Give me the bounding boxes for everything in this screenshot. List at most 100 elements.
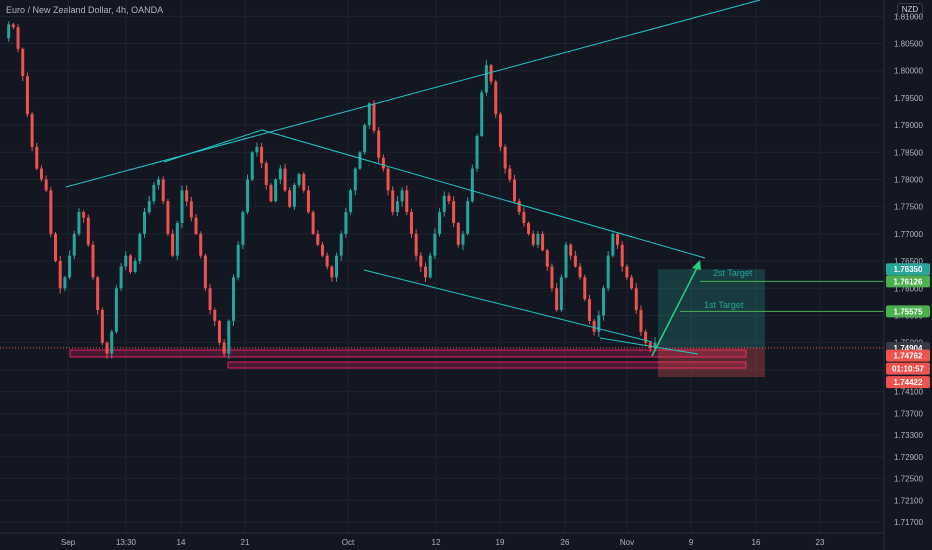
trend-lines	[0, 0, 884, 357]
candle-body	[601, 288, 605, 316]
candle-body	[498, 114, 502, 147]
y-tick-label: 1.78000	[894, 175, 923, 184]
trend-line	[363, 269, 653, 343]
candle-body	[330, 266, 334, 278]
candle-body	[325, 255, 329, 267]
candle-body	[105, 342, 109, 354]
candle-body	[297, 174, 301, 185]
candle-body	[367, 103, 371, 126]
time-axis: Sep 13:30 14 21 Oct 12 19 26 Nov 9 16 23	[0, 532, 884, 547]
candle-body	[250, 152, 254, 180]
candle-body	[550, 266, 554, 289]
candle-body	[306, 190, 310, 213]
x-tick-label: 9	[689, 538, 694, 547]
candle-body	[508, 168, 512, 180]
candle-body	[494, 81, 498, 115]
candle-body	[414, 233, 418, 256]
candle-body	[16, 27, 20, 49]
badge-first-target: 1.75575	[894, 307, 923, 316]
candle-body	[527, 222, 531, 234]
candle-body	[157, 179, 161, 185]
candle-body	[39, 168, 43, 180]
y-tick-label: 1.74100	[894, 388, 923, 397]
candle-body	[405, 190, 409, 213]
candle-body	[21, 48, 25, 77]
trend-line	[163, 129, 263, 163]
candle-body	[128, 255, 132, 272]
candle-body	[559, 277, 563, 311]
y-tick-label: 1.76000	[894, 284, 923, 293]
candle-body	[531, 233, 535, 245]
candle-body	[611, 233, 615, 256]
candle-body	[555, 288, 559, 311]
candle-body	[241, 212, 245, 245]
candle-body	[480, 92, 484, 136]
candle-body	[395, 201, 399, 213]
chart-title: Euro / New Zealand Dollar, 4h, OANDA	[6, 5, 164, 15]
candle-body	[311, 212, 315, 234]
x-tick-label: 14	[177, 538, 186, 547]
candle-body	[143, 212, 147, 234]
y-tick-label: 1.76500	[894, 257, 923, 266]
candle-body	[400, 190, 404, 202]
candle-body	[147, 201, 151, 213]
candle-body	[30, 114, 34, 147]
candle-body	[217, 320, 221, 343]
candle-body	[288, 190, 292, 207]
candle-body	[194, 217, 198, 234]
candle-body	[58, 261, 62, 289]
candle-body	[442, 195, 446, 213]
candle-body	[335, 255, 339, 278]
y-tick-label: 1.79500	[894, 94, 923, 103]
candle-body	[409, 212, 413, 234]
stop-zone	[658, 347, 765, 378]
candle-body	[424, 266, 428, 278]
candle-body	[63, 277, 67, 289]
candle-body	[152, 184, 156, 202]
candle-body	[606, 255, 610, 289]
candle-body	[377, 130, 381, 158]
candle-body	[489, 65, 493, 82]
candle-body	[349, 190, 353, 213]
candle-body	[484, 65, 488, 93]
y-tick-label: 1.80500	[894, 40, 923, 49]
annotation-target1: 1st Target	[704, 300, 744, 310]
candle-body	[597, 315, 601, 332]
candle-body	[180, 190, 184, 223]
candle-body	[381, 157, 385, 169]
candle-body	[541, 233, 545, 251]
candle-body	[358, 152, 362, 169]
x-tick-label: 12	[432, 538, 441, 547]
candle-body	[592, 320, 596, 332]
candle-body	[133, 261, 137, 272]
support-zone-upper	[69, 349, 747, 358]
candle-body	[203, 255, 207, 289]
candle-body	[231, 277, 235, 321]
currency-button[interactable]: NZD	[897, 3, 923, 17]
x-tick-label: 26	[561, 538, 570, 547]
candle-body	[433, 233, 437, 256]
candle-body	[44, 179, 48, 191]
x-tick-label: 13:30	[116, 538, 137, 547]
candle-body	[278, 168, 282, 180]
candle-body	[339, 233, 343, 256]
badge-entry: 1.74762	[894, 352, 923, 361]
candle-body	[138, 233, 142, 262]
candle-body	[246, 179, 250, 213]
candle-body	[161, 179, 165, 202]
candle-body	[625, 266, 629, 278]
candle-body	[49, 190, 53, 234]
candle-body	[545, 250, 549, 267]
x-tick-label: Nov	[620, 538, 634, 547]
candle-body	[466, 201, 470, 234]
y-tick-label: 1.73700	[894, 409, 923, 418]
candle-body	[653, 342, 657, 349]
candle-body	[344, 212, 348, 234]
trend-line	[65, 0, 761, 188]
candle-body	[512, 179, 516, 202]
badge-second-target-bg	[886, 263, 930, 276]
candle-body	[648, 342, 652, 349]
candle-body	[185, 190, 189, 202]
